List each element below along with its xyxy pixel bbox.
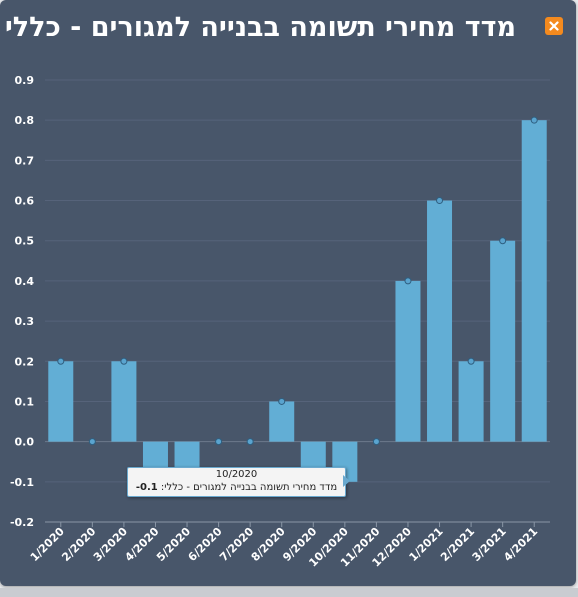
tooltip-body: מדד מחירי תשומה בבנייה למגורים - כללי: -…	[128, 481, 345, 494]
y-tick-label: 0.1	[15, 395, 35, 408]
x-tick-label: 3/2020	[91, 525, 130, 564]
x-tick-label: 4/2021	[501, 525, 540, 564]
x-tick-label: 4/2020	[122, 525, 161, 564]
point-1/2020[interactable]	[57, 357, 65, 365]
tooltip-series-label: מדד מחירי תשומה בבנייה למגורים - כללי:	[160, 482, 338, 493]
point-8/2020[interactable]	[278, 397, 286, 405]
bar-12/2020[interactable]	[395, 280, 421, 442]
x-axis-ticks: 1/20202/20203/20204/20205/20206/20207/20…	[28, 522, 540, 569]
page-title: מדד מחירי תשומה בבנייה למגורים - כללי	[4, 12, 516, 43]
bar-3/2021[interactable]	[490, 240, 516, 442]
x-tick-label: 1/2021	[407, 525, 446, 564]
x-tick-label: 2/2021	[438, 525, 477, 564]
y-tick-label: 0.0	[15, 436, 35, 449]
gridlines	[45, 79, 550, 523]
point-12/2020[interactable]	[404, 277, 412, 285]
y-tick-label: 0.4	[15, 275, 35, 288]
tooltip-arrow	[343, 475, 350, 487]
y-tick-label: 0.2	[15, 355, 35, 368]
close-icon	[549, 21, 559, 31]
y-tick-label: 0.3	[15, 315, 35, 328]
bar-3/2020[interactable]	[111, 361, 137, 442]
bar-4/2021[interactable]	[521, 120, 547, 442]
point-2/2020[interactable]	[88, 438, 96, 446]
point-11/2020[interactable]	[372, 438, 380, 446]
y-axis-ticks: 0.9 0.8 0.7 0.6 0.5 0.4 0.3 0.2 0.1 0.0 -0.1 -0.2	[10, 74, 34, 529]
x-tick-label: 3/2021	[470, 525, 509, 564]
y-tick-label: 0.8	[15, 114, 35, 127]
point-3/2020[interactable]	[120, 357, 128, 365]
x-tick-label: 1/2020	[28, 525, 67, 564]
y-tick-label: -0.1	[10, 476, 34, 489]
y-tick-label: 0.9	[15, 74, 35, 87]
close-button[interactable]	[545, 17, 563, 35]
bars	[48, 120, 547, 482]
x-tick-label: 8/2020	[249, 525, 288, 564]
y-tick-label: 0.6	[15, 195, 35, 208]
point-2/2021[interactable]	[467, 357, 475, 365]
bar-1/2020[interactable]	[48, 361, 74, 442]
tooltip-value: -0.1	[135, 482, 158, 493]
x-tick-label: 6/2020	[186, 525, 225, 564]
point-4/2021[interactable]	[530, 116, 538, 124]
y-tick-label: 0.7	[15, 154, 35, 167]
point-6/2020[interactable]	[215, 438, 223, 446]
bar-2/2021[interactable]	[458, 361, 484, 442]
y-tick-label: 0.5	[15, 235, 35, 248]
tooltip-header: 10/2020	[215, 469, 258, 480]
x-tick-label: 7/2020	[217, 525, 256, 564]
bar-8/2020[interactable]	[269, 401, 295, 442]
y-tick-label: -0.2	[10, 516, 34, 529]
x-tick-label: 5/2020	[154, 525, 193, 564]
point-1/2021[interactable]	[436, 197, 444, 205]
point-3/2021[interactable]	[499, 237, 507, 245]
point-7/2020[interactable]	[246, 438, 254, 446]
bar-1/2021[interactable]	[427, 200, 453, 442]
tooltip: 10/2020 מדד מחירי תשומה בבנייה למגורים -…	[127, 467, 346, 497]
bottom-bar	[0, 588, 578, 597]
x-tick-label: 2/2020	[59, 525, 98, 564]
